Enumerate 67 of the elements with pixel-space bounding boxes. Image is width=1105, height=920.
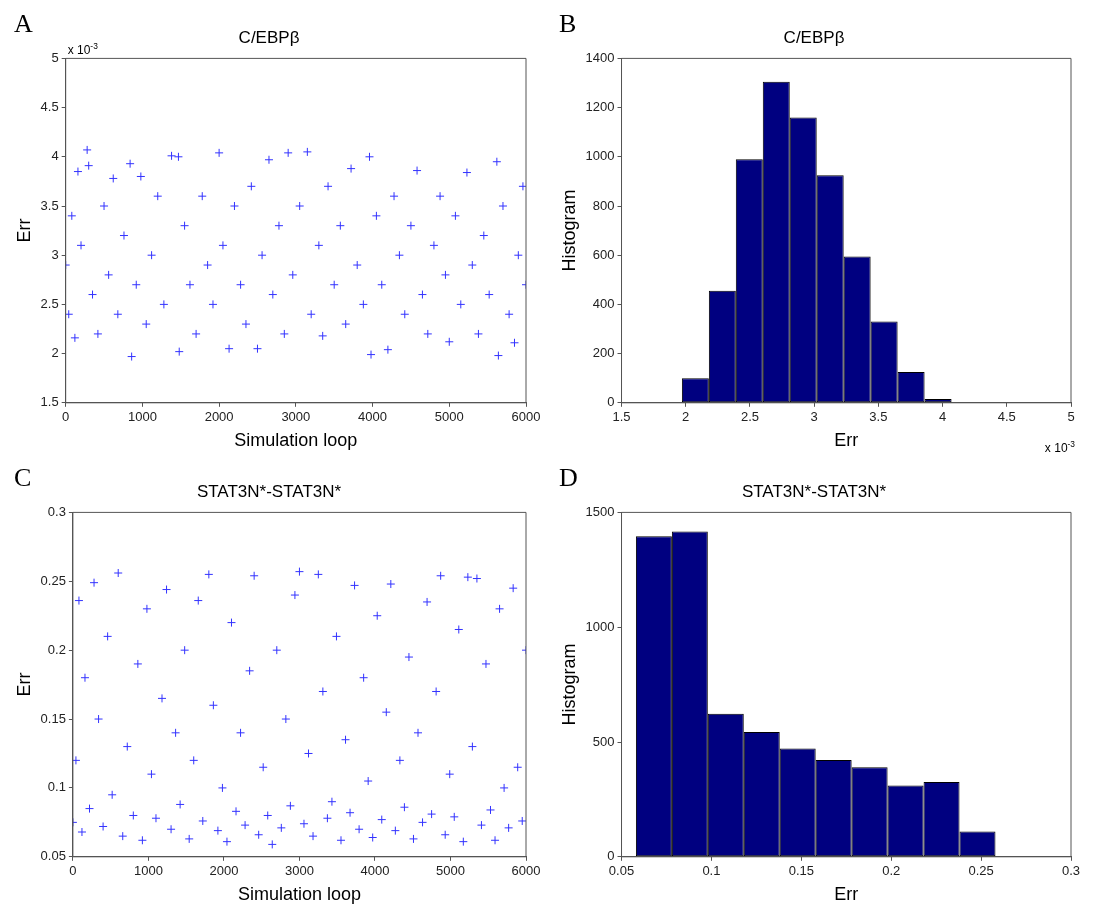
- y-tick-label: 1500: [585, 503, 615, 519]
- x-axis-title: Err: [834, 430, 859, 451]
- x-tick-label: 4: [938, 409, 947, 425]
- y-tick-label: 0.3: [47, 503, 66, 519]
- x-tick-label: 0.15: [788, 863, 814, 879]
- x-tick-label: 5000: [436, 863, 465, 879]
- y-tick-label: 0.05: [40, 848, 66, 864]
- x-tick-label: 1000: [133, 863, 163, 879]
- text: D: [559, 462, 578, 492]
- x-tick-label: 4000: [360, 863, 390, 879]
- y-axis-title: Histogram: [558, 643, 579, 726]
- x-tick-label: 2000: [209, 863, 239, 879]
- chart-title: STAT3N*-STAT3N*: [196, 481, 342, 501]
- y-tick-label: 800: [592, 197, 615, 213]
- y-tick-label: 1400: [585, 49, 615, 65]
- y-tick-label: 500: [592, 733, 615, 749]
- x-tick-label: 2: [682, 409, 690, 425]
- y-tick-label: 200: [592, 345, 615, 361]
- x-tick-label: 0.25: [968, 863, 994, 879]
- chart-title: C/EBPβ: [783, 27, 845, 47]
- x-tick-label: 3.5: [869, 409, 888, 425]
- y-tick-label: 4.5: [40, 99, 59, 115]
- chart-title: C/EBPβ: [238, 27, 300, 47]
- y-axis-title: Histogram: [558, 189, 579, 272]
- x-tick-label: 5: [1067, 409, 1075, 425]
- text: B: [559, 8, 577, 38]
- x-tick-label: 1000: [127, 409, 157, 425]
- x-axis-title: Simulation loop: [234, 430, 358, 451]
- y-axis-title: Err: [13, 672, 34, 697]
- y-tick-label: 600: [592, 246, 615, 262]
- y-tick-label: 0.15: [40, 710, 66, 726]
- y-tick-label: 0.2: [47, 641, 66, 657]
- y-tick-label: 0.1: [47, 779, 66, 795]
- y-tick-label: 5: [51, 49, 59, 65]
- y-tick-label: 2.5: [40, 295, 59, 311]
- y-tick-label: 0: [607, 848, 615, 864]
- x-axis-title: Simulation loop: [237, 884, 361, 905]
- x-tick-label: 2000: [204, 409, 234, 425]
- x-tick-label: 4.5: [997, 409, 1016, 425]
- y-tick-label: 1000: [585, 148, 615, 164]
- x-tick-label: 0: [69, 863, 77, 879]
- x-tick-label: 3000: [284, 863, 314, 879]
- x-tick-label: 3000: [281, 409, 311, 425]
- x-tick-label: 6000: [511, 409, 541, 425]
- y-axis-title: Err: [13, 218, 34, 243]
- y-tick-label: 3.5: [40, 197, 59, 213]
- x-tick-label: 3: [810, 409, 818, 425]
- text: A: [14, 8, 33, 38]
- y-tick-label: 0: [607, 394, 615, 410]
- y-tick-label: 3: [51, 246, 59, 262]
- y-tick-label: 1200: [585, 99, 615, 115]
- y-tick-label: 2: [51, 345, 59, 361]
- x-tick-label: 5000: [434, 409, 464, 425]
- x-tick-label: 0.3: [1061, 863, 1081, 879]
- y-tick-label: 4: [51, 148, 59, 164]
- x-tick-label: 4000: [358, 409, 388, 425]
- x-tick-label: 0.2: [882, 863, 901, 879]
- chart-title: STAT3N*-STAT3N*: [741, 481, 887, 501]
- y-tick-label: 1.5: [40, 394, 59, 410]
- text: C: [14, 462, 32, 492]
- x-tick-label: 6000: [511, 863, 541, 879]
- x-tick-label: 0.1: [702, 863, 721, 879]
- y-tick-label: 1000: [585, 618, 615, 634]
- y-tick-label: 400: [592, 295, 615, 311]
- y-tick-label: 0.25: [40, 572, 66, 588]
- x-tick-label: 2.5: [740, 409, 759, 425]
- x-axis-title: Err: [834, 884, 859, 905]
